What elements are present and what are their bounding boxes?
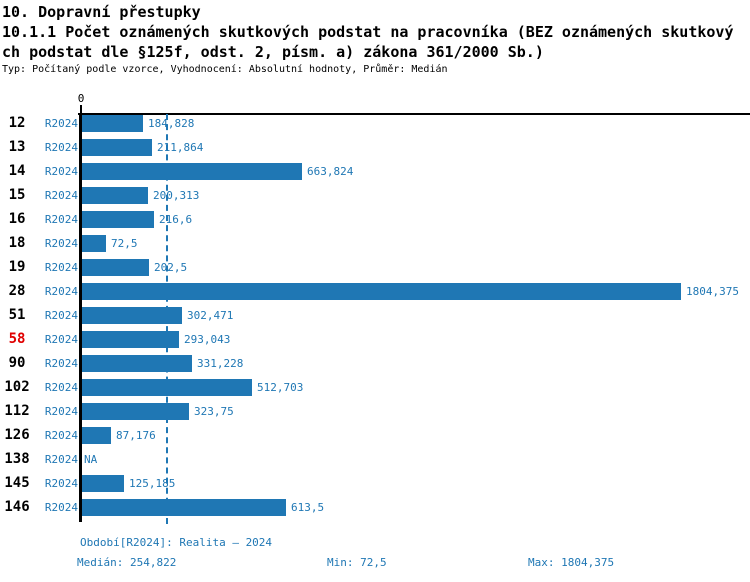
value-label: 211,864 bbox=[157, 141, 204, 154]
row-category-label: 16 bbox=[8, 211, 26, 227]
value-label: 216,6 bbox=[159, 213, 193, 226]
value-label: 293,043 bbox=[184, 333, 231, 346]
value-label: 613,5 bbox=[291, 501, 325, 514]
value-label: 72,5 bbox=[111, 237, 138, 250]
row-series-label: R2024 bbox=[44, 237, 78, 250]
row-category-label: 14 bbox=[8, 163, 26, 179]
row-category-label: 12 bbox=[8, 115, 26, 131]
row-category-label: 51 bbox=[8, 307, 26, 323]
value-label: 87,176 bbox=[116, 429, 156, 442]
row-category-label: 112 bbox=[4, 403, 30, 419]
row-category-label: 90 bbox=[8, 355, 26, 371]
row-series-label: R2024 bbox=[44, 261, 78, 274]
value-bar bbox=[82, 475, 124, 492]
page-title: 10. Dopravní přestupky bbox=[2, 3, 201, 21]
y-axis-line bbox=[79, 113, 82, 522]
row-series-label: R2024 bbox=[44, 453, 78, 466]
value-label: 202,5 bbox=[154, 261, 188, 274]
row-category-label: 102 bbox=[4, 379, 30, 395]
row-series-label: R2024 bbox=[44, 477, 78, 490]
value-bar bbox=[82, 427, 111, 444]
value-label: 663,824 bbox=[307, 165, 354, 178]
row-series-label: R2024 bbox=[44, 117, 78, 130]
value-label: 200,313 bbox=[153, 189, 200, 202]
row-series-label: R2024 bbox=[44, 165, 78, 178]
x-axis-zero-tick bbox=[80, 105, 82, 114]
value-label: 184,828 bbox=[148, 117, 195, 130]
value-bar bbox=[82, 115, 143, 132]
value-bar bbox=[82, 355, 192, 372]
value-label: 125,185 bbox=[129, 477, 176, 490]
footer-median: Medián: 254,822 bbox=[77, 556, 177, 569]
x-axis-zero-tick-label: 0 bbox=[77, 92, 85, 105]
row-category-label: 18 bbox=[8, 235, 26, 251]
row-series-label: R2024 bbox=[44, 285, 78, 298]
row-series-label: R2024 bbox=[44, 333, 78, 346]
value-label: 331,228 bbox=[197, 357, 244, 370]
value-bar bbox=[82, 283, 681, 300]
value-label: 1804,375 bbox=[686, 285, 739, 298]
footer-period: Období[R2024]: Realita – 2024 bbox=[80, 536, 273, 549]
row-series-label: R2024 bbox=[44, 309, 78, 322]
x-axis-line bbox=[78, 113, 750, 115]
value-label: 323,75 bbox=[194, 405, 234, 418]
value-bar bbox=[82, 163, 302, 180]
chart-meta: Typ: Počítaný podle vzorce, Vyhodnocení:… bbox=[2, 64, 448, 75]
value-bar bbox=[82, 187, 148, 204]
value-bar bbox=[82, 499, 286, 516]
row-series-label: R2024 bbox=[44, 501, 78, 514]
page-subtitle-line-1: 10.1.1 Počet oznámených skutkových podst… bbox=[2, 23, 734, 41]
row-category-label: 58 bbox=[8, 331, 26, 347]
value-bar bbox=[82, 259, 149, 276]
row-series-label: R2024 bbox=[44, 381, 78, 394]
row-series-label: R2024 bbox=[44, 213, 78, 226]
value-label: NA bbox=[84, 453, 98, 466]
page-subtitle-line-2: ch podstat dle §125f, odst. 2, písm. a) … bbox=[2, 43, 544, 61]
value-label: 512,703 bbox=[257, 381, 304, 394]
row-category-label: 146 bbox=[4, 499, 30, 515]
value-label: 302,471 bbox=[187, 309, 234, 322]
row-series-label: R2024 bbox=[44, 141, 78, 154]
value-bar bbox=[82, 307, 182, 324]
row-series-label: R2024 bbox=[44, 429, 78, 442]
row-category-label: 13 bbox=[8, 139, 26, 155]
row-category-label: 126 bbox=[4, 427, 30, 443]
value-bar bbox=[82, 331, 179, 348]
footer-min: Min: 72,5 bbox=[327, 556, 387, 569]
value-bar bbox=[82, 403, 189, 420]
value-bar bbox=[82, 235, 106, 252]
footer-max: Max: 1804,375 bbox=[528, 556, 615, 569]
row-category-label: 28 bbox=[8, 283, 26, 299]
row-category-label: 15 bbox=[8, 187, 26, 203]
row-category-label: 145 bbox=[4, 475, 30, 491]
value-bar bbox=[82, 379, 252, 396]
row-category-label: 19 bbox=[8, 259, 26, 275]
row-series-label: R2024 bbox=[44, 189, 78, 202]
row-series-label: R2024 bbox=[44, 405, 78, 418]
row-series-label: R2024 bbox=[44, 357, 78, 370]
value-bar bbox=[82, 211, 154, 228]
value-bar bbox=[82, 139, 152, 156]
row-category-label: 138 bbox=[4, 451, 30, 467]
